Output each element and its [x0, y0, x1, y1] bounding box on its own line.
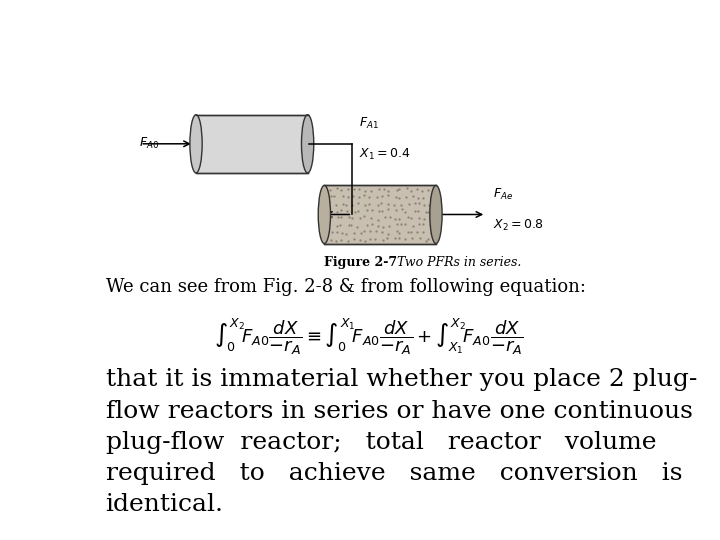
Ellipse shape: [302, 114, 314, 173]
Ellipse shape: [318, 185, 330, 244]
Text: Two PFRs in series.: Two PFRs in series.: [389, 256, 521, 269]
Text: Figure 2-7: Figure 2-7: [324, 256, 397, 269]
Text: $F_{A1}$: $F_{A1}$: [359, 116, 379, 131]
Text: $F_{Ae}$: $F_{Ae}$: [493, 187, 513, 202]
Bar: [196, 114, 307, 173]
Text: $X_2 = 0.8$: $X_2 = 0.8$: [493, 218, 544, 233]
Text: required   to   achieve   same   conversion   is: required to achieve same conversion is: [106, 462, 682, 485]
Bar: [324, 185, 436, 244]
Text: $X_1 = 0.4$: $X_1 = 0.4$: [359, 147, 410, 162]
Text: $F_{A0}$: $F_{A0}$: [138, 136, 158, 151]
Text: flow reactors in series or have one continuous: flow reactors in series or have one cont…: [106, 400, 693, 422]
Text: that it is immaterial whether you place 2 plug-: that it is immaterial whether you place …: [106, 368, 697, 392]
Ellipse shape: [190, 114, 202, 173]
Text: We can see from Fig. 2-8 & from following equation:: We can see from Fig. 2-8 & from followin…: [106, 278, 585, 296]
Ellipse shape: [430, 185, 442, 244]
Text: $\int_{0}^{X_2}\!F_{A0}\dfrac{dX}{-r_A} \equiv \int_{0}^{X_1}\!F_{A0}\dfrac{dX}{: $\int_{0}^{X_2}\!F_{A0}\dfrac{dX}{-r_A} …: [214, 317, 524, 357]
Text: identical.: identical.: [106, 493, 224, 516]
Text: plug-flow  reactor;   total   reactor   volume: plug-flow reactor; total reactor volume: [106, 431, 656, 454]
